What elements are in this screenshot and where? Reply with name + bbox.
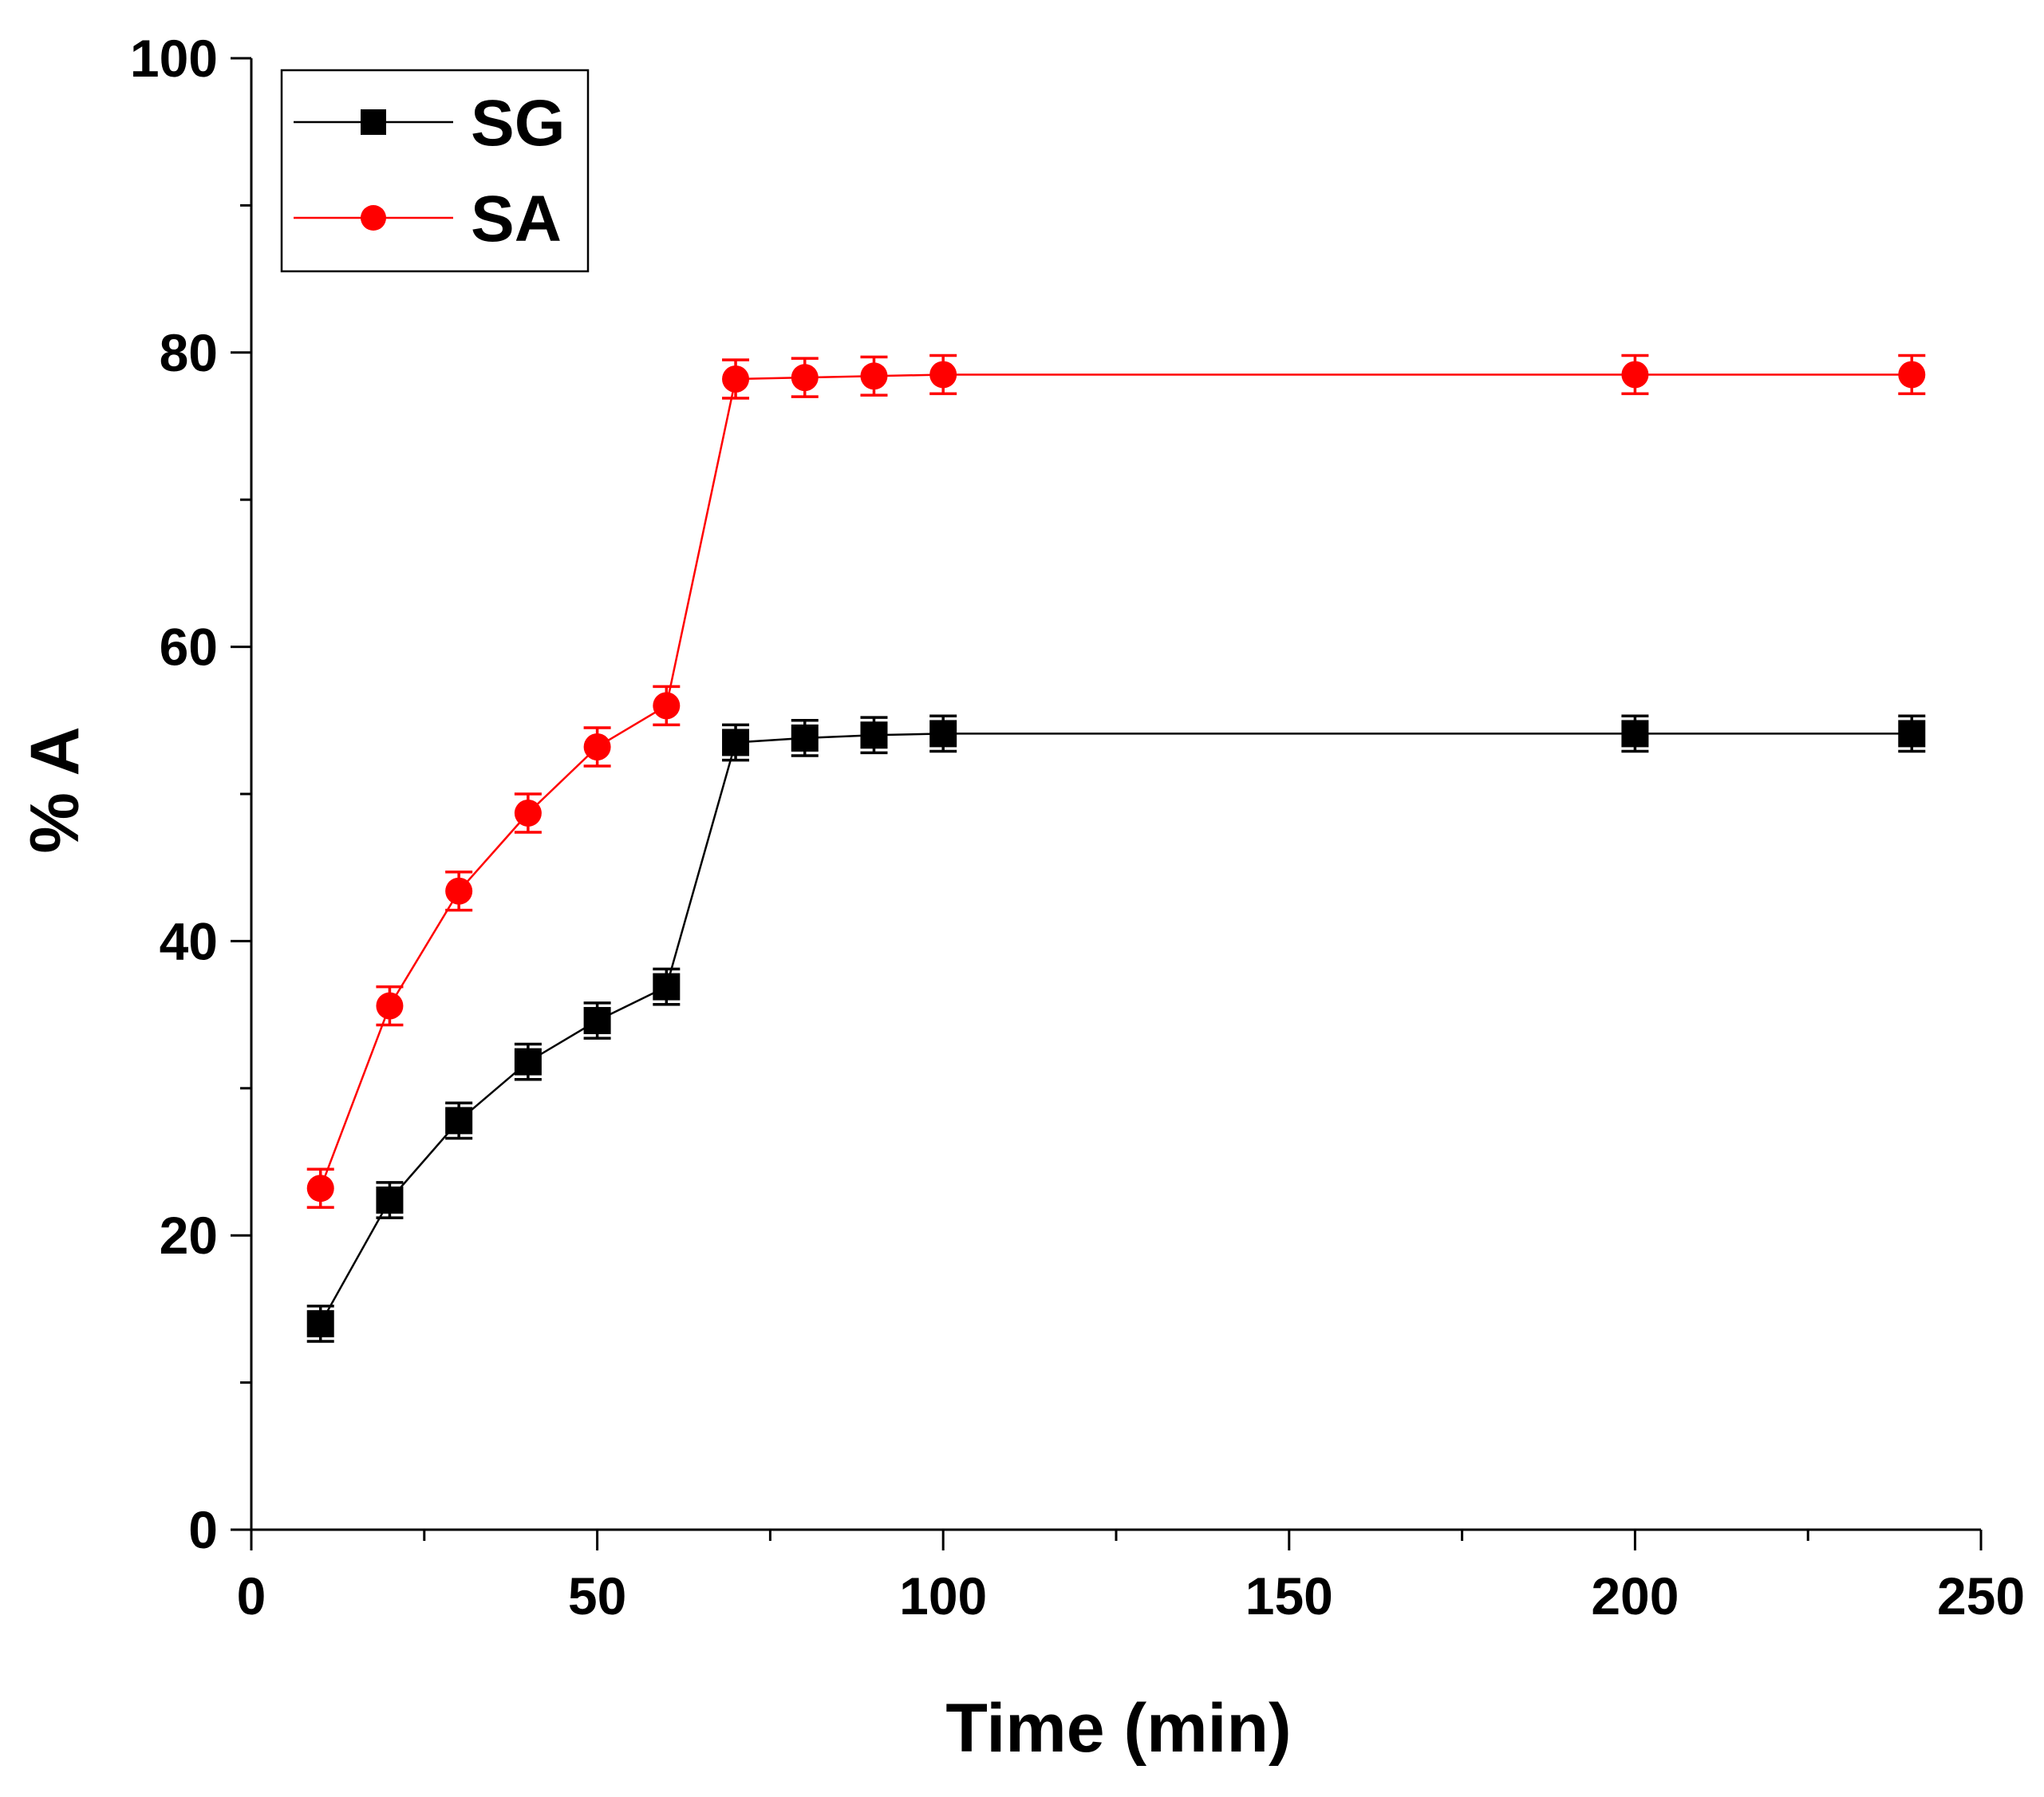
data-point-sg (791, 724, 819, 752)
legend-marker-sg (361, 109, 386, 135)
data-point-sa (376, 992, 404, 1020)
data-point-sa (583, 733, 611, 760)
data-point-sg (1898, 720, 1926, 748)
series-layer (306, 353, 1926, 1343)
data-point-sg (445, 1107, 473, 1135)
data-point-sg (376, 1186, 404, 1214)
x-tick-label: 0 (237, 1566, 266, 1625)
y-tick-label: 100 (130, 29, 218, 88)
x-axis-title: Time (min) (945, 1690, 1291, 1767)
data-point-sg (722, 729, 750, 756)
series-sa (306, 353, 1926, 1209)
data-point-sg (514, 1048, 542, 1076)
x-tick-label: 50 (568, 1566, 626, 1625)
data-point-sg (306, 1309, 334, 1337)
data-point-sa (1898, 361, 1926, 389)
data-point-sa (929, 361, 957, 389)
x-tick-label: 200 (1591, 1566, 1679, 1625)
legend-label-sg: SG (471, 87, 565, 160)
y-tick-label: 80 (160, 323, 218, 382)
data-point-sg (860, 721, 888, 749)
data-point-sg (1621, 720, 1649, 748)
series-sg (306, 714, 1926, 1343)
legend-box (280, 69, 590, 273)
data-point-sa (445, 877, 473, 905)
data-point-sa (514, 799, 542, 827)
data-point-sa (860, 362, 888, 390)
series-line-sg (319, 733, 1912, 1325)
data-point-sa (653, 692, 681, 720)
series-line-sa (319, 373, 1912, 1189)
data-point-sg (583, 1006, 611, 1034)
x-tick-label: 250 (1937, 1566, 2025, 1625)
y-tick-label: 40 (160, 911, 218, 970)
legend: SG SA (280, 69, 590, 273)
data-point-sa (306, 1175, 334, 1203)
y-tick-label: 20 (160, 1206, 218, 1265)
data-point-sg (929, 720, 957, 748)
y-tick-label: 0 (188, 1500, 218, 1559)
x-tick-label: 100 (899, 1566, 987, 1625)
legend-marker-sa (361, 205, 386, 231)
legend-label-sa: SA (471, 183, 562, 255)
data-point-sa (1621, 361, 1649, 389)
axes: 0 50 100 150 200 250 0 20 40 60 80 100 (130, 29, 2025, 1625)
data-point-sg (653, 973, 681, 1001)
y-axis-title: % A (17, 726, 93, 853)
data-point-sa (722, 365, 750, 393)
y-tick-label: 60 (160, 618, 218, 677)
data-point-sa (791, 364, 819, 392)
x-tick-label: 150 (1245, 1566, 1333, 1625)
